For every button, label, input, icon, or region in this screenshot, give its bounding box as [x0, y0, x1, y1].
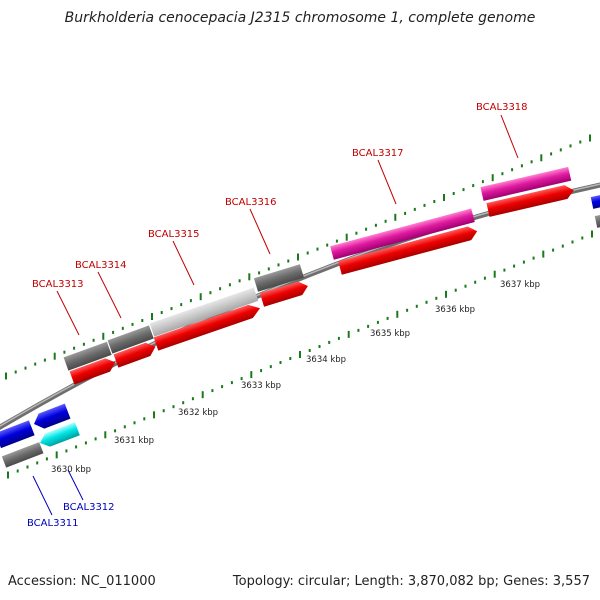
- gene-bcal3314[interactable]: [113, 340, 158, 368]
- genome-summary-text: Topology: circular; Length: 3,870,082 bp…: [232, 574, 590, 589]
- chromosome-backbone: [0, 182, 600, 430]
- operon-block-pink-1: [330, 208, 475, 260]
- operon-block-gray-3: [253, 264, 304, 292]
- scale-label-3630: 3630 kbp: [51, 465, 91, 475]
- gene-label-bcal3311: BCAL3311: [27, 518, 79, 529]
- gene-label-bcal3316: BCAL3316: [225, 197, 277, 208]
- gene-block-right-blue: [590, 192, 600, 209]
- scale-label-3632: 3632 kbp: [178, 408, 218, 418]
- gene-bcal3315[interactable]: [153, 302, 263, 351]
- operon-block-gray-1: [63, 341, 112, 371]
- operon-block-gray-2: [107, 325, 154, 354]
- scale-label-3635: 3635 kbp: [370, 329, 410, 339]
- scale-labels: 3630 kbp 3631 kbp 3632 kbp 3633 kbp 3634…: [51, 280, 540, 475]
- map-title: Burkholderia cenocepacia J2315 chromosom…: [64, 10, 536, 26]
- gene-label-bcal3312: BCAL3312: [63, 502, 115, 513]
- operon-block-lightgray: [149, 287, 259, 337]
- gene-block-right-gray: [594, 212, 600, 228]
- tick-marks: [5, 134, 593, 479]
- operon-block-pink-2: [480, 166, 572, 201]
- accession-text: Accession: NC_011000: [8, 574, 156, 589]
- gene-bcal3316[interactable]: [259, 279, 310, 307]
- scale-label-3636: 3636 kbp: [435, 305, 475, 315]
- gene-label-bcal3318: BCAL3318: [476, 102, 528, 113]
- gene-bcal3313[interactable]: [69, 356, 118, 385]
- gene-label-bcal3313: BCAL3313: [32, 279, 84, 290]
- scale-label-3637: 3637 kbp: [500, 280, 540, 290]
- gene-bcal3318[interactable]: [486, 183, 575, 217]
- label-leader-lines: [32, 114, 519, 516]
- scale-label-3633: 3633 kbp: [241, 381, 281, 391]
- gene-bcal3317[interactable]: [338, 224, 479, 275]
- scale-label-3631: 3631 kbp: [114, 436, 154, 446]
- gene-label-bcal3317: BCAL3317: [352, 148, 404, 159]
- scale-label-3634: 3634 kbp: [306, 355, 346, 365]
- gene-block-bcal-left-b[interactable]: [31, 403, 71, 432]
- gene-bcal3312[interactable]: [37, 422, 80, 449]
- gene-labels: BCAL3313 BCAL3314 BCAL3315 BCAL3316 BCAL…: [27, 102, 528, 529]
- gene-bcal3311-block[interactable]: [1, 442, 44, 468]
- gene-label-bcal3315: BCAL3315: [148, 229, 200, 240]
- gene-label-bcal3314: BCAL3314: [75, 260, 127, 271]
- gene-block-bcal-left-a[interactable]: [0, 420, 35, 449]
